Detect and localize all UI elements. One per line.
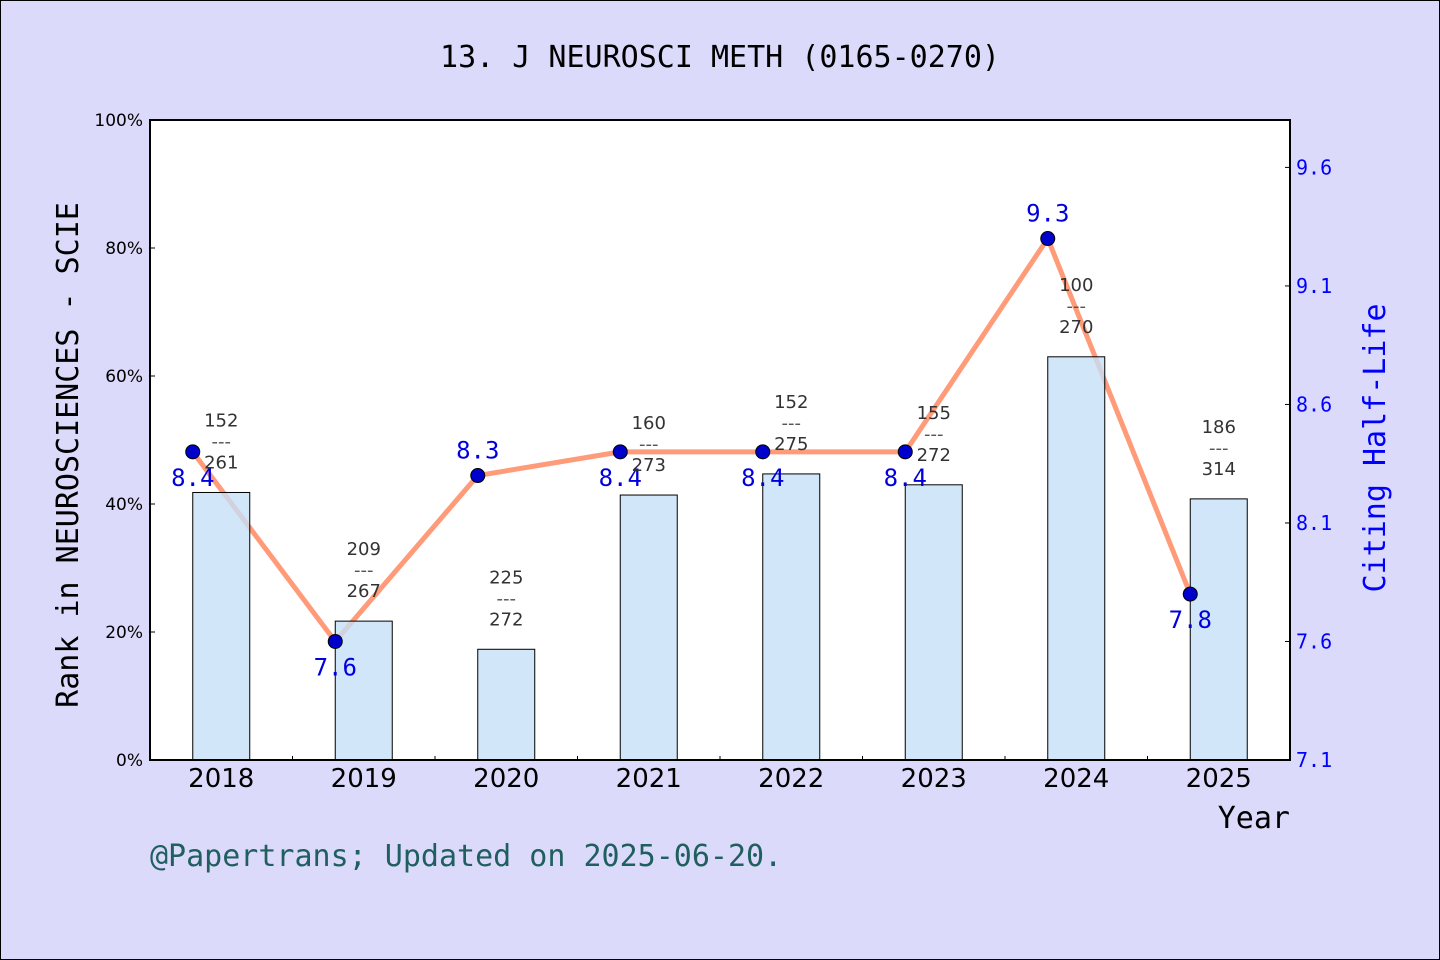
x-tick-label: 2024 [1043, 764, 1109, 794]
rank-label: 186 [1202, 417, 1236, 438]
half-life-label: 8.3 [456, 437, 499, 465]
y2-tick-label: 9.6 [1296, 155, 1332, 179]
rank-bar [904, 484, 963, 761]
total-label: 272 [489, 609, 523, 630]
rank-label: 209 [347, 539, 381, 560]
rank-bar [619, 494, 678, 761]
rank-label: 152 [774, 392, 808, 413]
total-label: 273 [632, 455, 666, 476]
x-tick-label: 2025 [1186, 764, 1252, 794]
half-life-label: 9.3 [1026, 200, 1069, 228]
rank-bar [762, 473, 821, 761]
total-label: 272 [917, 445, 951, 466]
half-life-label: 8.4 [741, 464, 784, 492]
half-life-label: 8.4 [884, 464, 927, 492]
y2-tick-label: 8.1 [1296, 511, 1332, 535]
half-life-marker [1040, 231, 1056, 247]
rank-bar [477, 648, 536, 761]
fraction-divider: --- [354, 560, 374, 581]
rank-bar [334, 620, 393, 761]
rank-label: 225 [489, 567, 523, 588]
y-tick-label: 20% [105, 623, 143, 643]
half-life-label: 7.8 [1169, 606, 1212, 634]
y2-tick-label: 7.1 [1296, 748, 1332, 772]
x-axis-label: Year [1218, 801, 1290, 836]
fraction-divider: --- [497, 588, 517, 609]
half-life-marker [755, 444, 771, 460]
fraction-divider: --- [639, 434, 659, 455]
rank-bar [192, 491, 251, 761]
total-label: 270 [1059, 317, 1093, 338]
half-life-marker [612, 444, 628, 460]
rank-label: 100 [1059, 275, 1093, 296]
half-life-line [190, 236, 1193, 644]
total-label: 261 [204, 452, 238, 473]
y-tick-label: 60% [105, 367, 143, 387]
x-tick-label: 2021 [616, 764, 682, 794]
y-tick-label: 0% [116, 751, 143, 771]
fraction-divider: --- [924, 424, 944, 445]
fraction-divider: --- [782, 413, 802, 434]
y2-tick-label: 8.6 [1296, 392, 1332, 416]
x-tick-label: 2018 [188, 764, 254, 794]
fraction-divider: --- [1209, 438, 1229, 459]
half-life-marker [470, 468, 486, 484]
fraction-divider: --- [1067, 296, 1087, 317]
y2-tick-label: 7.6 [1296, 629, 1332, 653]
half-life-label: 7.6 [314, 653, 357, 681]
total-label: 314 [1202, 459, 1236, 480]
half-life-marker [327, 633, 343, 649]
y-tick-label: 40% [105, 495, 143, 515]
rank-label: 160 [632, 413, 666, 434]
half-life-marker [185, 444, 201, 460]
half-life-marker [897, 444, 913, 460]
fraction-divider: --- [212, 431, 232, 452]
chart-title: 13. J NEUROSCI METH (0165-0270) [440, 40, 1000, 75]
x-tick-label: 2022 [758, 764, 824, 794]
half-life-label: 8.4 [171, 464, 214, 492]
x-tick-label: 2020 [473, 764, 539, 794]
half-life-label: 8.4 [599, 464, 642, 492]
rank-label: 155 [917, 403, 951, 424]
half-life-marker [1182, 586, 1198, 602]
x-tick-label: 2023 [901, 764, 967, 794]
total-label: 275 [774, 434, 808, 455]
y-tick-label: 80% [105, 239, 143, 259]
total-label: 267 [347, 581, 381, 602]
y-tick-label: 100% [94, 111, 143, 131]
y-axis-label: Rank in NEUROSCIENCES - SCIE [51, 202, 86, 708]
rank-bar [1047, 356, 1106, 761]
rank-bar [1189, 498, 1248, 761]
x-tick-label: 2019 [331, 764, 397, 794]
y2-tick-label: 9.1 [1296, 274, 1332, 298]
y2-axis-label: Citing Half-Life [1358, 304, 1393, 593]
footer-note: @Papertrans; Updated on 2025-06-20. [150, 839, 782, 874]
rank-label: 152 [204, 410, 238, 431]
